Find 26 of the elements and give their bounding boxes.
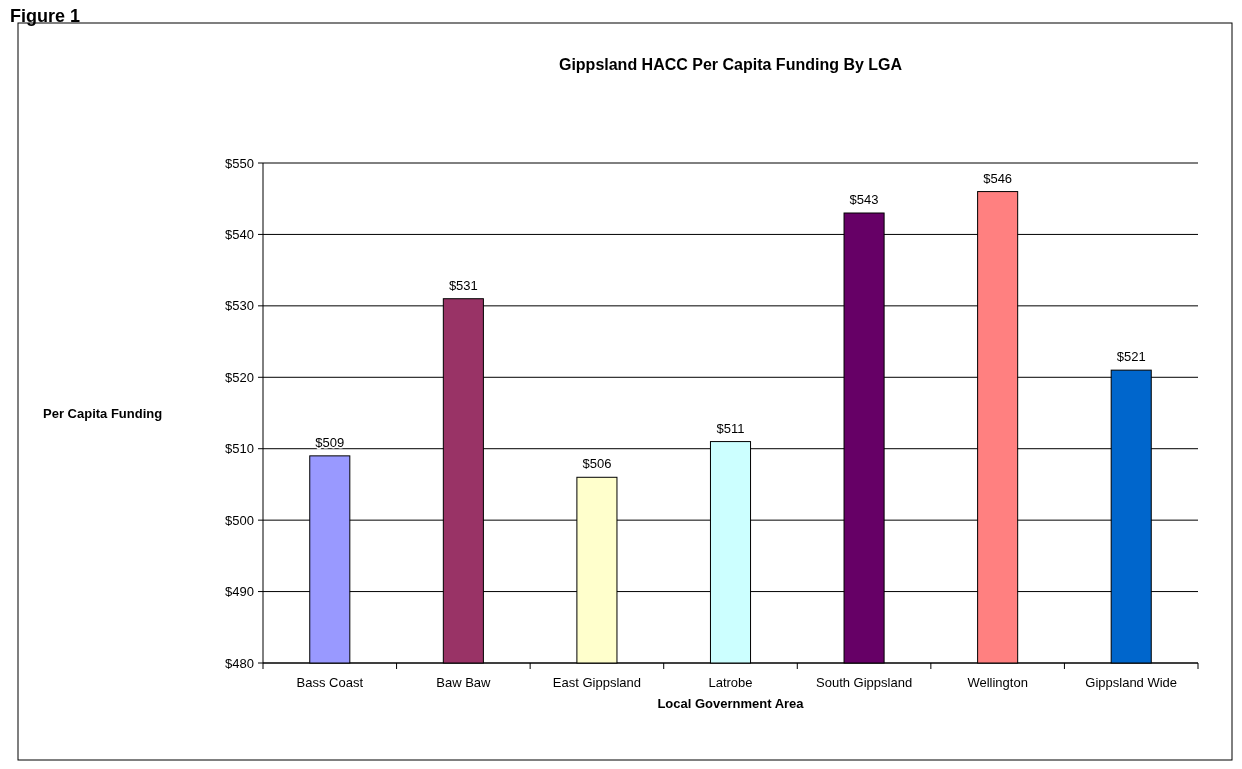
data-label: $506 [582,456,612,472]
x-tick-label: Gippsland Wide [1085,675,1178,690]
y-tick-label: $500 [225,512,254,528]
y-tick-label: $490 [225,584,254,600]
y-tick-label: $510 [225,441,254,457]
x-tick-label: Baw Baw [436,675,492,690]
x-tick-label: East Gippsland [552,675,642,690]
x-axis-title: Local Government Area [657,696,805,711]
data-label: $531 [448,277,478,293]
data-label: $546 [983,170,1013,186]
y-tick-label: $540 [225,226,254,242]
y-tick-label: $480 [225,655,254,671]
y-tick-label: $520 [225,369,254,385]
data-label: $509 [315,434,345,450]
x-tick-label: South Gippsland [816,675,913,690]
caption: Figure 1 [10,6,81,26]
y-tick-label: $550 [225,155,254,171]
x-tick-label: Bass Coast [296,675,364,690]
x-tick-label: Latrobe [708,675,753,690]
data-label: $543 [849,192,879,207]
y-tick-label: $530 [225,298,254,314]
chart-title: Gippsland HACC Per Capita Funding By LGA [558,56,903,73]
y-axis-title: Per Capita Funding [43,405,163,421]
data-label: $521 [1116,349,1146,365]
x-tick-label: Wellington [967,675,1028,690]
data-label: $511 [716,420,745,436]
